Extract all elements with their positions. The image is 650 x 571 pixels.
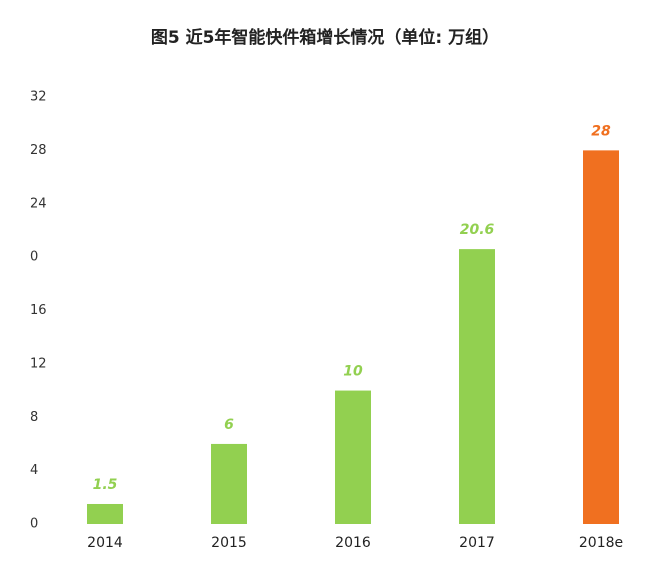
bar <box>459 249 495 524</box>
bar <box>87 503 123 524</box>
value-label: 6 <box>224 417 234 433</box>
x-tick-label: 2014 <box>87 535 123 551</box>
bar <box>335 390 371 524</box>
value-label: 20.6 <box>460 222 495 238</box>
x-tick-label: 2018e <box>579 535 623 551</box>
y-tick-label: 32 <box>30 90 47 105</box>
y-tick-label: 28 <box>30 143 47 158</box>
value-label: 1.5 <box>93 477 118 493</box>
x-tick-label: 2017 <box>459 535 495 551</box>
chart-title: 图5 近5年智能快件箱增长情况（单位: 万组） <box>151 27 499 48</box>
bar <box>211 443 247 524</box>
x-tick-label: 2016 <box>335 535 371 551</box>
y-tick-label: 12 <box>30 356 47 371</box>
y-tick-label: 8 <box>30 410 38 425</box>
y-tick-label: 0 <box>30 250 38 265</box>
value-label: 10 <box>343 364 363 380</box>
value-label: 28 <box>591 123 611 139</box>
y-tick-label: 4 <box>30 463 38 478</box>
y-tick-label: 24 <box>30 196 47 211</box>
bar <box>583 150 619 524</box>
y-tick-label: 0 <box>30 517 38 532</box>
y-tick-label: 16 <box>30 303 47 318</box>
x-tick-label: 2015 <box>211 535 247 551</box>
